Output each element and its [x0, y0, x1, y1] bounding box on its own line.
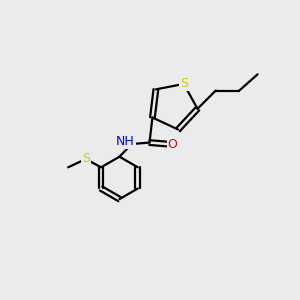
Text: S: S [82, 152, 90, 165]
Text: S: S [180, 77, 188, 91]
Text: NH: NH [116, 135, 135, 148]
Text: O: O [167, 137, 177, 151]
